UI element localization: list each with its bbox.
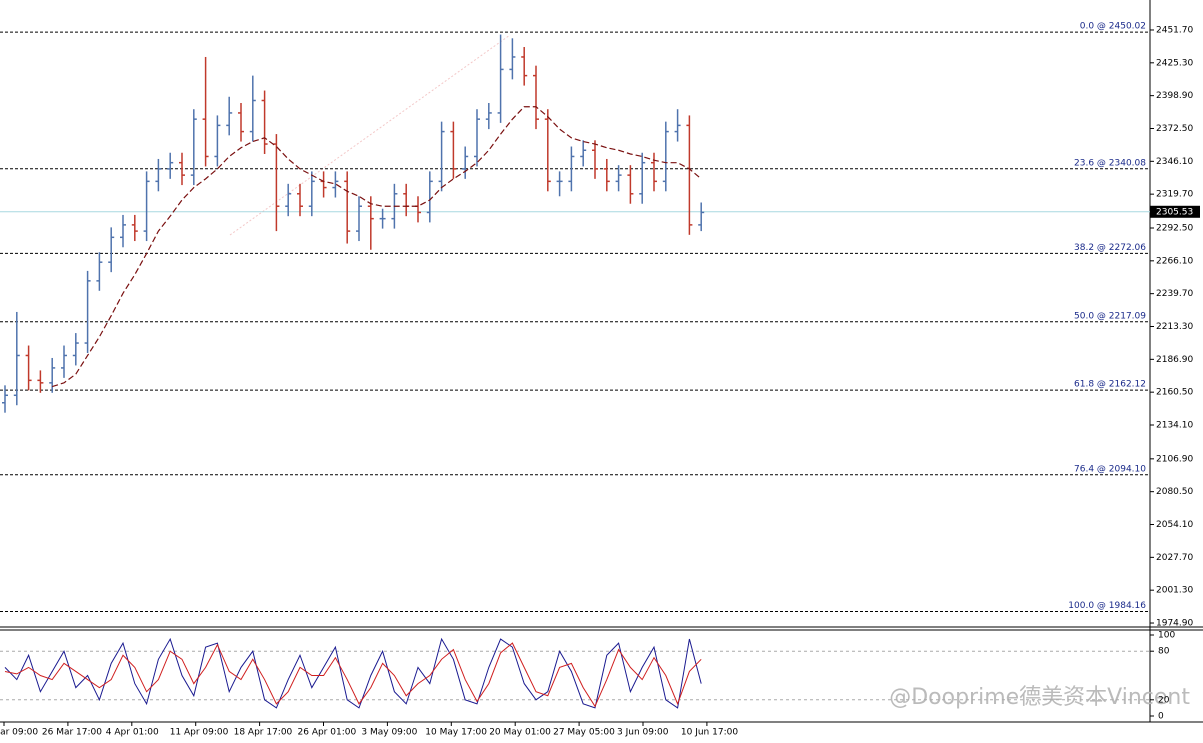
y-tick-label: 2080.50 — [1156, 487, 1193, 497]
fib-label: 38.2 @ 2272.06 — [1074, 243, 1146, 253]
x-tick-label: 10 Jun 17:00 — [681, 728, 738, 738]
stoch-tick-label: 100 — [1158, 631, 1175, 641]
current-price-box — [1150, 205, 1200, 218]
x-tick-label: 26 Apr 01:00 — [298, 728, 357, 738]
fib-label: 50.0 @ 2217.09 — [1074, 311, 1146, 321]
stoch-tick-label: 0 — [1158, 712, 1164, 722]
stochastic-line — [4, 642, 702, 708]
fib-label: 0.0 @ 2450.02 — [1080, 22, 1146, 32]
y-tick-label: 2451.70 — [1156, 25, 1193, 35]
fib-label: 76.4 @ 2094.10 — [1074, 464, 1146, 474]
x-tick-label: 10 May 17:00 — [425, 728, 487, 738]
x-tick-label: 19 Mar 09:00 — [0, 728, 38, 738]
stochastic-line — [4, 637, 702, 709]
y-tick-label: 2001.30 — [1156, 586, 1193, 596]
y-tick-label: 2239.70 — [1156, 289, 1193, 299]
fib-label: 100.0 @ 1984.16 — [1068, 601, 1146, 611]
x-tick-label: 18 Apr 17:00 — [234, 728, 293, 738]
y-tick-label: 2134.10 — [1156, 421, 1193, 431]
y-tick-label: 2292.50 — [1156, 223, 1193, 233]
x-tick-label: 27 May 05:00 — [553, 728, 615, 738]
x-tick-label: 3 Jun 09:00 — [617, 728, 669, 738]
y-tick-label: 2160.50 — [1156, 388, 1193, 398]
x-tick-label: 26 Mar 17:00 — [42, 728, 102, 738]
y-tick-label: 2372.50 — [1156, 124, 1193, 134]
x-tick-label: 20 May 01:00 — [489, 728, 551, 738]
stoch-tick-label: 80 — [1158, 647, 1170, 657]
stoch-tick-label: 20 — [1158, 695, 1170, 705]
y-tick-label: 2027.70 — [1156, 553, 1193, 563]
y-tick-label: 2319.70 — [1156, 190, 1193, 200]
y-tick-label: 2054.10 — [1156, 520, 1193, 530]
y-tick-label: 2213.30 — [1156, 322, 1193, 332]
fib-label: 23.6 @ 2340.08 — [1074, 158, 1146, 168]
watermark: @Dooprime德美资本Vincent — [889, 685, 1190, 710]
y-tick-label: 2186.90 — [1156, 355, 1193, 365]
x-tick-label: 11 Apr 09:00 — [170, 728, 229, 738]
fib-label: 61.8 @ 2162.12 — [1074, 380, 1146, 390]
moving-average — [52, 106, 702, 388]
x-tick-label: 3 May 09:00 — [361, 728, 417, 738]
y-tick-label: 2106.90 — [1156, 454, 1193, 464]
y-tick-label: 2266.10 — [1156, 256, 1193, 266]
y-tick-label: 2398.90 — [1156, 91, 1193, 101]
x-tick-label: 4 Apr 01:00 — [106, 728, 159, 738]
y-tick-label: 2346.10 — [1156, 157, 1193, 167]
y-tick-label: 2425.30 — [1156, 58, 1193, 68]
y-tick-label: 1974.90 — [1156, 619, 1193, 629]
current-price-label: 2305.53 — [1156, 207, 1193, 217]
